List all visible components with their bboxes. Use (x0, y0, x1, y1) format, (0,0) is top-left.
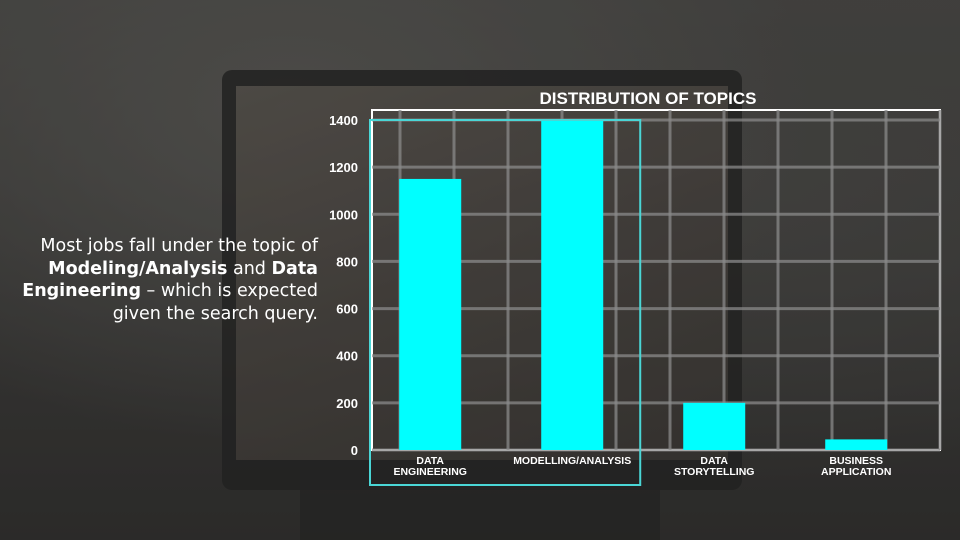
laptop-image (222, 70, 742, 490)
highlight-box (369, 119, 642, 486)
caption-bold-modeling: Modeling/Analysis (48, 258, 228, 279)
caption-bold-data-engineering: Data Engineering (22, 258, 318, 302)
y-tick-label: 800 (336, 254, 358, 269)
caption-part-3: – which is expected given the search que… (112, 281, 318, 324)
bar (683, 402, 746, 450)
y-tick-label: 200 (336, 396, 358, 411)
y-tick-label: 600 (336, 302, 358, 317)
y-tick-label: 0 (351, 443, 358, 458)
y-tick-label: 1200 (329, 160, 358, 175)
bar (541, 120, 604, 450)
caption-text: Most jobs fall under the topic of Modeli… (22, 235, 318, 325)
caption-part-2: and (227, 258, 272, 279)
bar (399, 178, 462, 450)
y-tick-label: 1000 (329, 207, 358, 222)
chart-bars (369, 119, 888, 486)
x-tick-label: DATA ENGINEERING (393, 455, 467, 478)
chart-labels: 0 200 400 600 800 1000 1200 1400 DATA ENGINEERING… (329, 113, 891, 478)
y-tick-label: 400 (336, 349, 358, 364)
bar (825, 439, 888, 450)
caption-part-1: Most jobs fall under the topic of (40, 236, 318, 256)
video-call-screen (236, 86, 728, 460)
x-tick-label: BUSINESS APPLICATION (821, 455, 891, 478)
x-tick-label: DATA STORYTELLING (674, 455, 755, 478)
keyboard-image (300, 470, 660, 540)
x-tick-label: MODELLING/ANALYSIS (513, 455, 631, 467)
chart-title: DISTRIBUTION OF TOPICS (540, 89, 757, 108)
y-tick-label: 1400 (329, 113, 358, 128)
